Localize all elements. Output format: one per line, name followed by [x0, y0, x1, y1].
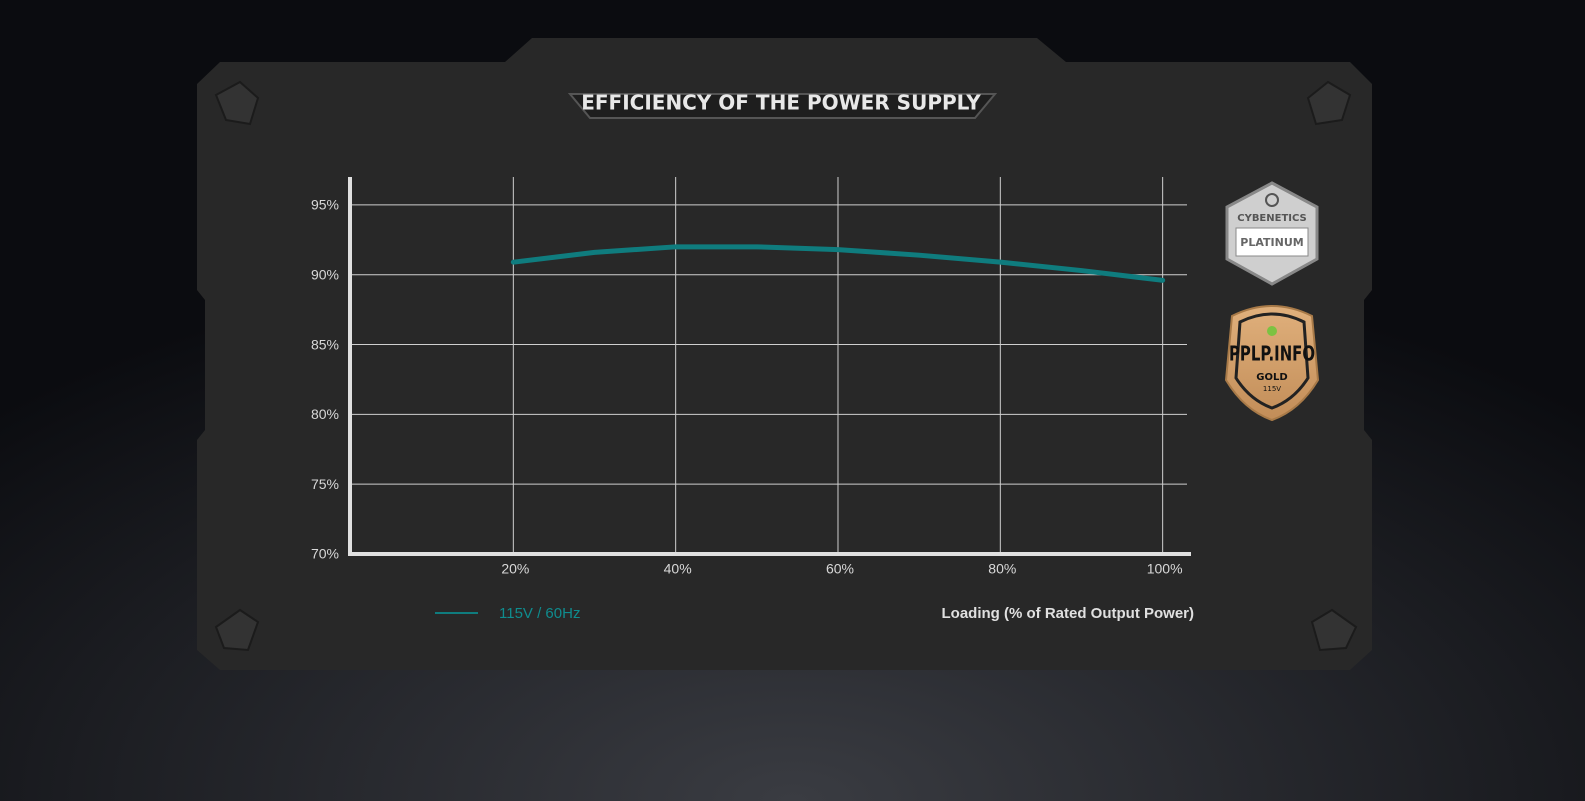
y-tick-label: 70% — [311, 546, 339, 562]
pplp-badge: PPLP.INFO GOLD 115V — [1224, 305, 1320, 422]
x-tick-label: 80% — [988, 561, 1016, 577]
y-tick-label: 95% — [311, 197, 339, 213]
badge-note: 115V — [1263, 385, 1281, 393]
title-plate — [567, 93, 998, 119]
x-tick-label: 100% — [1147, 561, 1183, 577]
y-tick-label: 85% — [311, 336, 339, 352]
y-tick-label: 90% — [311, 266, 339, 282]
cybenetics-badge: CYBENETICS PLATINUM — [1225, 181, 1319, 286]
badge-brand: CYBENETICS — [1237, 213, 1307, 224]
badge-level: PLATINUM — [1240, 236, 1303, 249]
x-tick-label: 40% — [664, 561, 692, 577]
x-tick-label: 20% — [501, 561, 529, 577]
y-tick-label: 75% — [311, 476, 339, 492]
chart-title: EFFICIENCY OF THE POWER SUPPLY — [581, 91, 981, 115]
panel — [197, 38, 1372, 670]
y-tick-label: 80% — [311, 406, 339, 422]
plot: 70% 75% 80% 85% 90% 95% 20% 40% 60% 80% 100% — [311, 177, 1191, 577]
x-axis-label: Loading (% of Rated Output Power) — [942, 605, 1194, 622]
badge-level: GOLD — [1256, 372, 1287, 383]
x-tick-label: 60% — [826, 561, 854, 577]
corner-screws — [214, 80, 1358, 652]
series-line — [510, 244, 1166, 283]
legend-label: 115V / 60Hz — [499, 605, 580, 622]
badge-brand: PPLP.INFO — [1229, 342, 1315, 366]
